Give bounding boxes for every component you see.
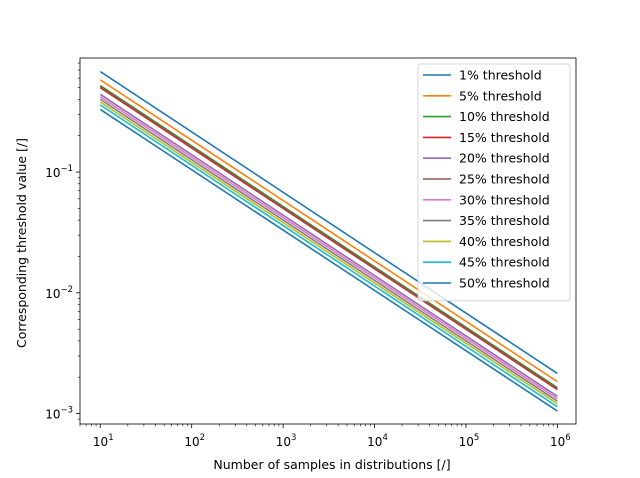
legend-entry-11: 50% threshold xyxy=(459,276,550,291)
series-layer xyxy=(99,70,558,412)
legend-entry-7: 30% threshold xyxy=(459,192,550,207)
series-line-2 xyxy=(99,79,558,383)
series-line-5 xyxy=(99,93,558,397)
x-tick-label-6: 106 xyxy=(550,433,571,449)
legend-entry-1: 1% threshold xyxy=(459,68,542,83)
legend-entry-5: 20% threshold xyxy=(459,151,550,166)
legend-entry-6: 25% threshold xyxy=(459,172,550,187)
legend-entry-10: 45% threshold xyxy=(459,255,550,270)
series-line-7 xyxy=(99,96,558,400)
y-tick-label-2: 10−2 xyxy=(45,285,73,301)
x-axis-label: Number of samples in distributions [/] xyxy=(213,457,450,472)
series-line-11 xyxy=(99,108,558,412)
y-tick-label-1: 10−3 xyxy=(45,406,73,422)
x-tick-label-1: 101 xyxy=(93,433,114,449)
legend-entry-8: 35% threshold xyxy=(459,213,550,228)
x-tick-label-4: 104 xyxy=(367,433,388,449)
x-tick-label-2: 102 xyxy=(184,433,205,449)
y-tick-label-3: 10−1 xyxy=(45,164,73,180)
legend-entry-3: 10% threshold xyxy=(459,109,550,124)
series-line-9 xyxy=(99,101,558,405)
series-line-1 xyxy=(99,70,558,375)
x-tick-label-5: 105 xyxy=(459,433,480,449)
legend: 1% threshold 5% threshold 10% threshold 15%… xyxy=(417,63,571,302)
legend-frame xyxy=(417,63,571,302)
series-line-6 xyxy=(99,85,558,390)
series-line-4 xyxy=(99,86,558,391)
x-tick-label-3: 103 xyxy=(276,433,297,449)
y-axis-label: Corresponding threshold value [/] xyxy=(14,138,29,348)
series-line-8 xyxy=(99,98,558,402)
ticks-layer: 101 102 103 104 105 106 10−3 10−2 10−1 xyxy=(45,62,571,449)
series-line-3 xyxy=(99,84,558,389)
legend-entry-2: 5% threshold xyxy=(459,88,542,103)
plot-area-frame xyxy=(79,57,577,425)
legend-entry-9: 40% threshold xyxy=(459,234,550,249)
legend-entry-4: 15% threshold xyxy=(459,130,550,145)
series-line-10 xyxy=(99,104,558,408)
